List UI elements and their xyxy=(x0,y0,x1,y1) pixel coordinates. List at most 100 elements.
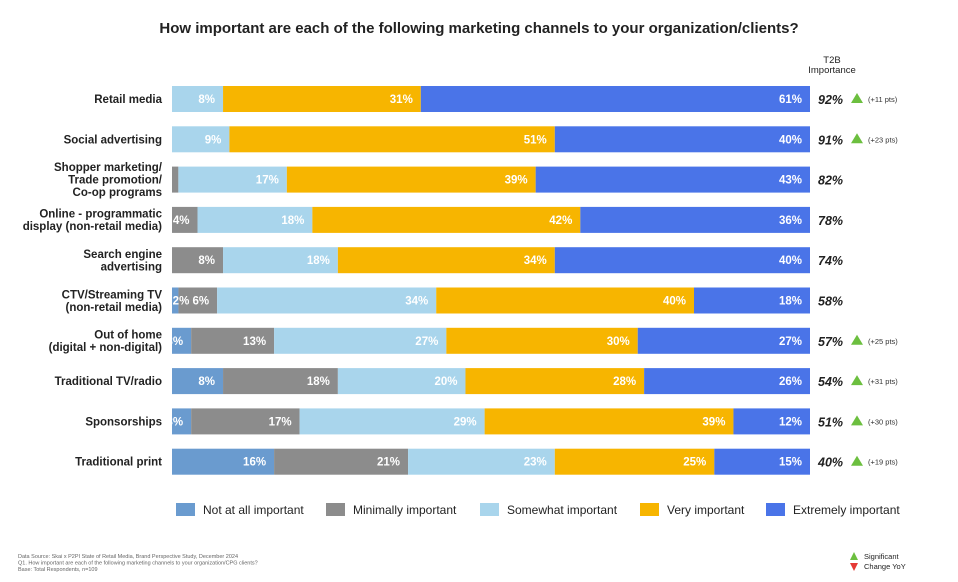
up-triangle-icon xyxy=(851,334,863,345)
bar-segment xyxy=(554,247,810,274)
data-label: 61% xyxy=(779,94,802,106)
category-label: Co-op programs xyxy=(73,187,162,199)
data-label: 39% xyxy=(505,175,528,187)
data-label: 39% xyxy=(702,416,725,428)
significance-key-label: Change YoY xyxy=(864,562,906,571)
category-label: Traditional print xyxy=(75,457,162,469)
up-triangle-icon xyxy=(851,455,863,466)
t2b-value: 82% xyxy=(818,174,843,188)
category-label: Trade promotion/ xyxy=(68,175,163,187)
legend-swatch xyxy=(176,503,195,516)
yoy-change: (+31 pts) xyxy=(868,377,898,386)
data-label: 8% xyxy=(198,255,215,267)
legend-swatch xyxy=(640,503,659,516)
data-label: 4% xyxy=(173,215,190,227)
legend-label: Not at all important xyxy=(203,503,304,517)
data-label: 25% xyxy=(683,457,706,469)
data-label: 43% xyxy=(779,175,802,187)
legend-label: Extremely important xyxy=(793,503,900,517)
bar-segment xyxy=(172,247,224,274)
bar-segment xyxy=(197,206,313,233)
data-label: 13% xyxy=(243,336,266,348)
data-label: 18% xyxy=(779,296,802,308)
data-label: 40% xyxy=(779,134,802,146)
data-label: 17% xyxy=(269,416,292,428)
bar-segment xyxy=(714,448,810,475)
bar-segment xyxy=(465,368,645,395)
bar-segment xyxy=(172,86,224,112)
category-label: Shopper marketing/ xyxy=(54,162,163,174)
category-label: Search engine xyxy=(83,249,162,261)
data-label: 3% xyxy=(167,336,184,348)
bar-segment xyxy=(733,408,810,435)
up-triangle-icon xyxy=(851,133,863,144)
bar-segment xyxy=(191,327,275,354)
data-label: 29% xyxy=(454,416,477,428)
bar-segment xyxy=(337,247,555,274)
yoy-change: (+19 pts) xyxy=(868,458,898,467)
bar-segment xyxy=(178,166,287,193)
category-label: (digital + non-digital) xyxy=(49,342,163,354)
t2b-value: 78% xyxy=(818,214,843,228)
category-label: Social advertising xyxy=(64,134,162,146)
bar-segment xyxy=(172,327,192,354)
data-label: 27% xyxy=(415,336,438,348)
data-label: 18% xyxy=(281,215,304,227)
data-label: 9% xyxy=(205,134,222,146)
data-label: 16% xyxy=(243,457,266,469)
up-triangle-icon xyxy=(851,415,863,426)
bar-segment xyxy=(172,448,275,475)
data-label: 40% xyxy=(663,296,686,308)
legend-label: Minimally important xyxy=(353,503,457,517)
bar-segment xyxy=(223,247,338,274)
legend-swatch xyxy=(480,503,499,516)
data-label: 42% xyxy=(549,215,572,227)
t2b-header: T2B xyxy=(823,55,840,66)
bar-segment xyxy=(274,448,409,475)
t2b-value: 51% xyxy=(818,415,843,429)
bar-segment xyxy=(484,408,734,435)
up-triangle-icon xyxy=(851,375,863,386)
bar-segment xyxy=(172,368,224,395)
bar-segment xyxy=(644,368,810,395)
bar-segment xyxy=(191,408,300,435)
category-label: Retail media xyxy=(94,94,162,106)
data-label: 40% xyxy=(779,255,802,267)
data-label: 18% xyxy=(307,376,330,388)
legend-label: Somewhat important xyxy=(507,503,618,517)
data-label: 36% xyxy=(779,215,802,227)
bar-segment xyxy=(172,408,192,435)
down-triangle-icon xyxy=(850,563,858,571)
bar-segment xyxy=(420,86,810,112)
category-label: Online - programmatic xyxy=(39,209,162,221)
category-label: Sponsorships xyxy=(85,416,162,428)
category-label: display (non-retail media) xyxy=(23,221,162,233)
t2b-header: Importance xyxy=(808,65,856,76)
footnote: Base: Total Respondents, n=109 xyxy=(18,567,98,573)
bar-segment xyxy=(299,408,485,435)
bar-segment xyxy=(446,327,638,354)
bar-segment xyxy=(337,368,466,395)
data-label: 8% xyxy=(198,376,215,388)
bar-segment xyxy=(554,448,715,475)
bar-segment xyxy=(172,206,198,233)
data-label: 17% xyxy=(256,175,279,187)
bar-segment xyxy=(694,287,810,314)
bar-segment xyxy=(172,287,179,314)
yoy-change: (+30 pts) xyxy=(868,417,898,426)
data-label: 2% 6% xyxy=(173,296,209,308)
bar-segment xyxy=(223,86,421,112)
up-triangle-icon xyxy=(850,552,858,560)
t2b-value: 54% xyxy=(818,375,843,389)
bar-segment xyxy=(229,126,555,153)
data-label: 26% xyxy=(779,376,802,388)
t2b-value: 58% xyxy=(818,295,843,309)
data-label: 30% xyxy=(607,336,630,348)
bar-segment xyxy=(178,287,218,314)
data-label: 3% xyxy=(167,416,184,428)
data-label: 23% xyxy=(524,457,547,469)
category-label: Out of home xyxy=(94,330,162,342)
t2b-value: 91% xyxy=(818,133,843,147)
data-label: 31% xyxy=(390,94,413,106)
